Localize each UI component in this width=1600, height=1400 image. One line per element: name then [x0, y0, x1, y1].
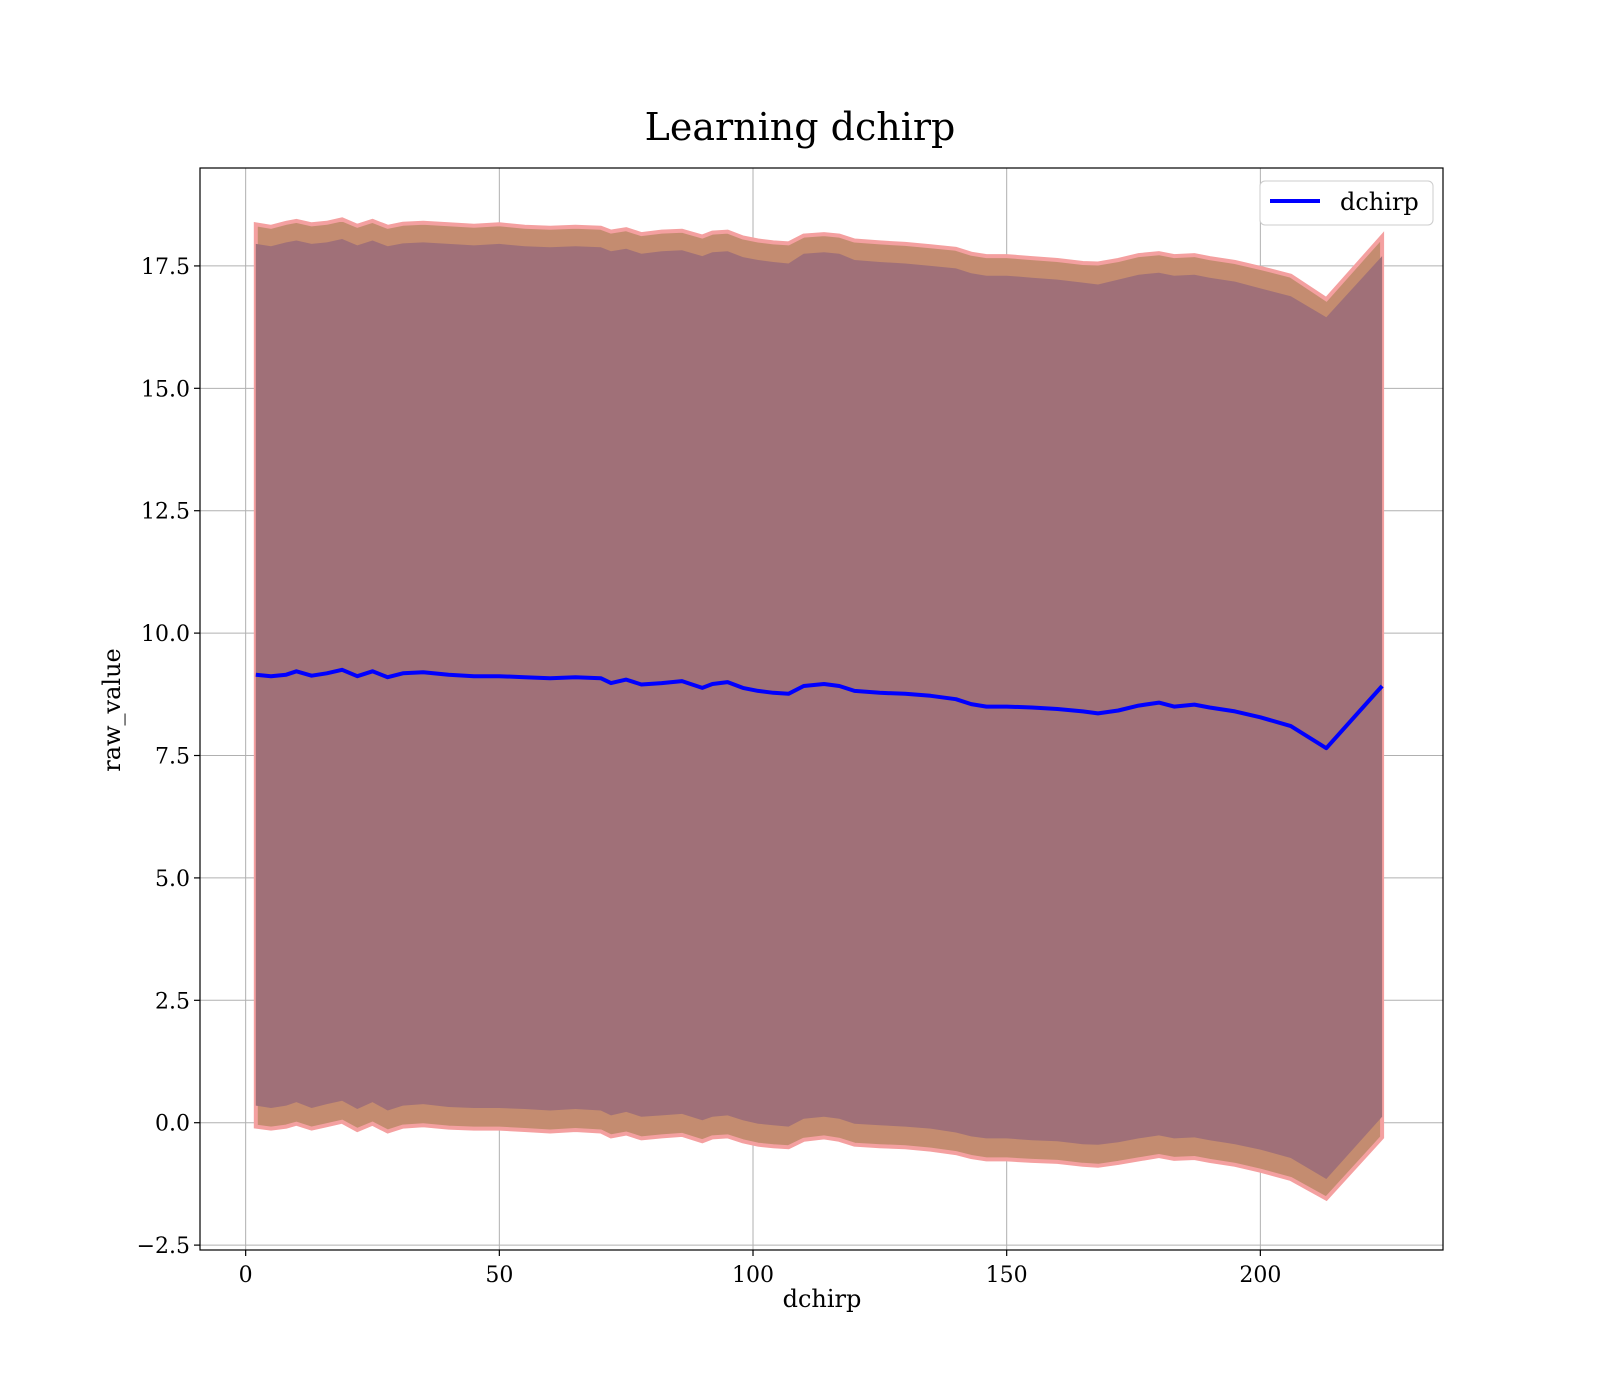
- y-tick-label: 12.5: [141, 500, 190, 525]
- x-ticks: 0 50 100 150 200: [239, 1250, 1281, 1288]
- legend-box: [1259, 180, 1434, 226]
- y-tick-label: 10.0: [141, 622, 190, 647]
- chart-title: Learning dchirp: [645, 105, 956, 149]
- y-tick-label: 5.0: [155, 867, 190, 892]
- x-tick-label: 100: [732, 1263, 774, 1288]
- x-tick-label: 200: [1239, 1263, 1281, 1288]
- series-line-dchirp: [255, 667, 1384, 751]
- legend-label: dchirp: [1340, 188, 1419, 216]
- y-tick-label: 2.5: [155, 989, 190, 1014]
- y-tick-label: 7.5: [155, 745, 190, 770]
- y-tick-label: 15.0: [141, 377, 190, 402]
- y-ticks: −2.5 0.0 2.5 5.0 7.5 10.0 12.5 15.0 17.5: [137, 255, 200, 1259]
- y-axis-label: raw_value: [98, 648, 126, 772]
- y-tick-label: −2.5: [137, 1234, 190, 1259]
- x-tick-label: 0: [239, 1263, 253, 1288]
- y-tick-label: 17.5: [141, 255, 190, 280]
- legend: dchirp: [1259, 180, 1434, 226]
- y-tick-label: 0.0: [155, 1112, 190, 1137]
- x-tick-label: 50: [485, 1263, 513, 1288]
- plot-frame: [199, 167, 1444, 1251]
- x-axis-label: dchirp: [783, 1285, 862, 1313]
- inner-band: [255, 239, 1383, 1179]
- bands: [253, 217, 1385, 1202]
- x-tick-label: 150: [986, 1263, 1028, 1288]
